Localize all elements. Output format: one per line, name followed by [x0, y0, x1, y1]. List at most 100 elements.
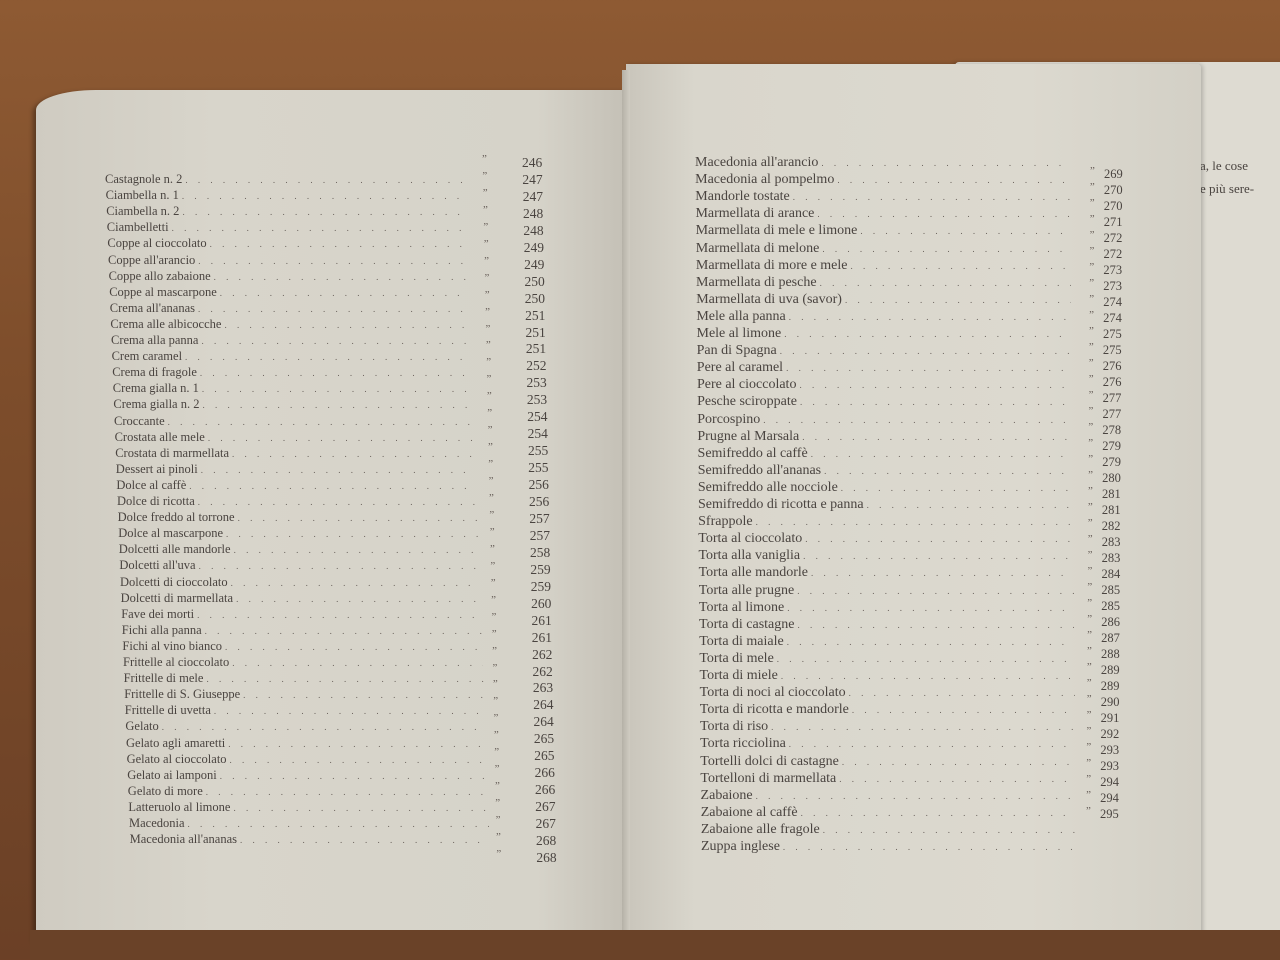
- page-number: 258: [530, 544, 551, 560]
- page-number: 261: [531, 629, 553, 645]
- leader-dots: . . . . . . . . . . . . . . . . . . . . …: [161, 722, 486, 733]
- page-number: 294: [1100, 775, 1119, 789]
- index-entry: Gelato ai lamponi. . . . . . . . . . . .…: [127, 768, 487, 783]
- ditto-mark: ”: [487, 441, 493, 454]
- page-number: 250: [524, 273, 545, 289]
- index-entry: Crostata alle mele. . . . . . . . . . . …: [115, 430, 475, 445]
- entry-title: Crostata di marmellata: [115, 445, 230, 460]
- page-number: 252: [526, 358, 547, 374]
- index-entry: Zabaione al caffè. . . . . . . . . . . .…: [701, 805, 1076, 821]
- entry-title: Marmellata di uva (savor): [696, 291, 842, 307]
- index-entry: Torta al limone. . . . . . . . . . . . .…: [699, 600, 1074, 616]
- leader-dots: . . . . . . . . . . . . . . . . . . . . …: [200, 464, 476, 475]
- page-number: 262: [532, 646, 553, 662]
- entry-title: Dolcetti alle mandorle: [118, 542, 231, 557]
- entry-title: Zabaione alle fragole: [700, 821, 820, 837]
- entry-title: Zabaione: [700, 787, 753, 803]
- page-number: 264: [533, 714, 554, 730]
- page-number: 275: [1102, 343, 1122, 357]
- page-number: 295: [1100, 807, 1119, 821]
- leader-dots: . . . . . . . . . . . . . . . . . . . . …: [839, 773, 1075, 784]
- ditto-mark: ”: [1088, 357, 1094, 369]
- page-number: 268: [536, 833, 557, 848]
- ditto-mark: ”: [489, 492, 494, 504]
- index-entry: Marmellata di mele e limone. . . . . . .…: [696, 223, 1071, 239]
- leader-dots: . . . . . . . . . . . . . . . . . . . . …: [811, 568, 1074, 579]
- entry-title: Porcospino: [697, 411, 761, 427]
- index-entry: Mele alla panna. . . . . . . . . . . . .…: [696, 309, 1071, 325]
- leader-dots: . . . . . . . . . . . . . . . . . . . . …: [786, 363, 1072, 374]
- ditto-mark: ”: [1089, 181, 1095, 193]
- leader-dots: . . . . . . . . . . . . . . . . . . . . …: [763, 414, 1072, 425]
- page-number: 249: [523, 239, 544, 255]
- ditto-mark: ”: [488, 458, 494, 471]
- entry-title: Castagnole n. 2: [105, 172, 183, 186]
- entry-title: Torta di maiale: [699, 633, 784, 649]
- entry-title: Crema alla panna: [111, 333, 199, 347]
- index-entry: Pesche sciroppate. . . . . . . . . . . .…: [697, 394, 1072, 410]
- entry-title: Coppe allo zabaione: [108, 268, 211, 283]
- entry-title: Torta di castagne: [699, 616, 795, 632]
- leader-dots: . . . . . . . . . . . . . . . . . . . . …: [866, 500, 1073, 510]
- leader-dots: . . . . . . . . . . . . . . . . . . . . …: [779, 346, 1072, 357]
- leader-dots: . . . . . . . . . . . . . . . . . . . . …: [771, 722, 1075, 733]
- ditto-mark: ”: [1089, 277, 1095, 289]
- index-entry: Frittelle di mele. . . . . . . . . . . .…: [124, 671, 484, 686]
- ditto-mark: ”: [1086, 677, 1092, 689]
- ditto-mark: ”: [486, 356, 492, 369]
- index-entry: Torta alla vaniglia. . . . . . . . . . .…: [698, 548, 1073, 564]
- ditto-mark: ”: [1086, 773, 1092, 785]
- leader-dots: . . . . . . . . . . . . . . . . . . . . …: [784, 329, 1071, 339]
- page-number: 251: [525, 307, 546, 323]
- ditto-mark: ”: [1089, 309, 1094, 321]
- entry-title: Marmellata di melone: [695, 240, 820, 256]
- leader-dots: . . . . . . . . . . . . . . . . . . . . …: [207, 432, 475, 443]
- index-entry: Dolce al caffè. . . . . . . . . . . . . …: [116, 478, 476, 493]
- index-entry: Mele al limone. . . . . . . . . . . . . …: [697, 326, 1072, 342]
- index-entry: Zabaione. . . . . . . . . . . . . . . . …: [701, 788, 1076, 804]
- leader-dots: . . . . . . . . . . . . . . . . . . . . …: [800, 397, 1072, 408]
- page-number: 292: [1100, 727, 1120, 741]
- index-entry: Zabaione alle fragole. . . . . . . . . .…: [701, 822, 1076, 838]
- entry-title: Gelato di more: [127, 783, 203, 798]
- ditto-mark: ”: [484, 271, 490, 284]
- ditto-mark: ”: [1088, 373, 1094, 385]
- page-number: 266: [534, 765, 555, 781]
- leader-dots: . . . . . . . . . . . . . . . . . . . . …: [198, 255, 468, 266]
- index-entry: Torta di castagne. . . . . . . . . . . .…: [699, 617, 1074, 633]
- leader-dots: . . . . . . . . . . . . . . . . . . . . …: [792, 192, 1071, 203]
- ditto-mark: ”: [482, 186, 488, 199]
- entry-title: Marmellata di arance: [695, 206, 815, 222]
- leader-dots: . . . . . . . . . . . . . . . . . . . . …: [800, 807, 1076, 818]
- entry-title: Crema di fragole: [112, 365, 197, 380]
- ditto-mark: ”: [1086, 725, 1092, 737]
- ditto-mark: ”: [492, 661, 498, 674]
- ditto-mark: ”: [1086, 741, 1092, 753]
- entry-title: Marmellata di pesche: [696, 274, 817, 290]
- ditto-mark: ”: [1088, 453, 1094, 465]
- ditto-mark: ”: [1089, 293, 1095, 305]
- index-entry: Crem caramel. . . . . . . . . . . . . . …: [112, 349, 472, 364]
- ditto-mark: ”: [485, 339, 491, 352]
- entry-title: Torta alla vaniglia: [698, 548, 801, 564]
- page-number: 283: [1101, 551, 1121, 565]
- leader-dots: . . . . . . . . . . . . . . . . . . . . …: [198, 303, 470, 314]
- leader-dots: . . . . . . . . . . . . . . . . . . . . …: [197, 609, 481, 620]
- entry-title: Fave dei morti: [121, 606, 195, 621]
- page-number: 273: [1103, 279, 1123, 293]
- entry-title: Semifreddo all'ananas: [697, 462, 822, 478]
- ditto-mark: ”: [1087, 613, 1093, 625]
- page-number: 257: [529, 527, 550, 543]
- entry-title: Marmellata di mele e limone: [695, 223, 858, 239]
- index-entry: Crema all'ananas. . . . . . . . . . . . …: [110, 301, 470, 316]
- leader-dots: . . . . . . . . . . . . . . . . . . . . …: [226, 529, 478, 540]
- leader-dots: . . . . . . . . . . . . . . . . . . . . …: [233, 802, 488, 813]
- leader-dots: . . . . . . . . . . . . . . . . . . . . …: [841, 756, 1075, 767]
- ditto-mark: ”: [493, 729, 499, 742]
- page-number: 249: [524, 256, 545, 272]
- leader-dots: . . . . . . . . . . . . . . . . . . . . …: [206, 674, 483, 685]
- index-entry: Dolce al mascarpone. . . . . . . . . . .…: [118, 526, 478, 541]
- page-number: 280: [1102, 471, 1121, 485]
- ditto-mark: ”: [1088, 389, 1094, 401]
- entry-title: Zabaione al caffè: [700, 804, 798, 820]
